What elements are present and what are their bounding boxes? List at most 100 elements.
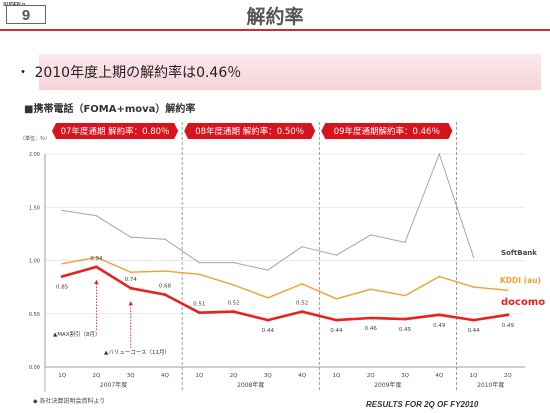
data-label: 0.51 (193, 302, 205, 308)
y-tick-label: 0.00 (29, 365, 40, 371)
x-tick-label: 4Q (435, 373, 443, 379)
series-point (164, 238, 166, 240)
period-banner-label: 07年度通期 解約率：0.80％ (61, 126, 170, 137)
series-point (95, 265, 98, 269)
series-point (507, 289, 509, 292)
x-tick-label: 1Q (58, 373, 66, 379)
period-banner-label: 09年度通期解約率：0.46％ (334, 126, 440, 137)
page-title: 解約率 (246, 6, 304, 28)
slide-number: 9 (6, 5, 46, 24)
data-label: 0.44 (467, 328, 480, 334)
series-line-kddi-au- (61, 256, 508, 300)
data-label: 0.68 (159, 284, 172, 290)
series-point (198, 261, 200, 264)
series-point (60, 275, 64, 278)
x-tick-label: 4Q (161, 373, 169, 379)
data-label: 0.49 (502, 323, 515, 329)
series-point (232, 310, 235, 314)
headline: ・ 2010年度上期の解約率は0.46％ (16, 65, 242, 81)
series-point (335, 298, 338, 300)
year-label: 2007年度 (100, 381, 127, 389)
series-point (404, 294, 406, 297)
series-line-docomo (61, 265, 509, 322)
series-point (130, 236, 132, 238)
data-label: 0.85 (56, 284, 69, 290)
y-tick-label: 0.50 (29, 312, 40, 318)
footer-caption: RESULTS FOR 2Q OF FY2010 (366, 400, 479, 409)
period-banner-label: 08年度通期 解約率：0.50％ (195, 126, 304, 137)
x-tick-label: 2Q (93, 373, 101, 379)
series-point (370, 288, 372, 290)
annotation-arrow-head (94, 279, 99, 284)
data-label: 0.44 (330, 328, 343, 334)
series-point (335, 318, 338, 322)
series-point (301, 283, 303, 285)
series-point (404, 241, 406, 244)
x-tick-label: 3Q (401, 373, 409, 379)
data-label: 0.49 (433, 323, 446, 329)
series-point (438, 275, 440, 278)
series-point (369, 316, 373, 320)
period-banner (52, 123, 179, 139)
series-point (472, 286, 475, 288)
x-tick-label: 2Q (367, 373, 375, 379)
x-tick-label: 3Q (127, 373, 135, 379)
series-point (506, 313, 510, 317)
series-label-docomo: docomo (501, 297, 545, 308)
series-point (335, 254, 338, 256)
year-label: 2010年度 (477, 381, 504, 389)
annotation-label: ▲MAX割引（8月） (53, 330, 101, 338)
series-point (438, 153, 440, 155)
x-tick-label: 1Q (195, 373, 203, 379)
series-point (267, 269, 269, 271)
data-label: 0.44 (262, 328, 275, 334)
series-point (129, 286, 133, 290)
y-tick-label: 2.00 (29, 152, 40, 158)
period-banner (184, 123, 316, 139)
series-point (164, 270, 166, 272)
series-point (163, 293, 167, 296)
series-point (472, 318, 475, 322)
series-point (232, 284, 235, 286)
annotation-arrow-head (128, 301, 133, 306)
year-label: 2009年度 (374, 381, 401, 389)
data-label: 0.74 (125, 277, 138, 283)
data-label: 0.52 (296, 301, 308, 307)
series-point (472, 256, 475, 259)
headline-band (39, 54, 541, 90)
x-tick-label: 1Q (470, 373, 478, 379)
series-point (370, 234, 372, 236)
series-label-kddi: KDDI (au) (500, 276, 541, 285)
data-label: 0.45 (399, 327, 412, 333)
series-point (95, 215, 98, 217)
series-point (267, 297, 269, 299)
source-footnote: ◆ 各社決算説明会資料より (33, 398, 106, 405)
series-point (300, 310, 304, 314)
series-point (437, 313, 441, 317)
series-point (403, 317, 407, 321)
series-label-softbank: SoftBank (501, 249, 537, 257)
x-tick-label: 3Q (264, 373, 272, 379)
x-tick-label: 2Q (504, 373, 512, 379)
series-point (61, 262, 63, 265)
series-point (198, 273, 200, 276)
x-tick-label: 1Q (333, 373, 341, 379)
series-point (61, 209, 63, 212)
series-point (95, 256, 98, 259)
period-banner (321, 123, 453, 139)
year-label: 2008年度 (237, 381, 264, 389)
y-tick-label: 1.50 (29, 205, 40, 211)
series-point (232, 261, 235, 264)
title-underline (0, 29, 550, 31)
series-point (266, 318, 270, 322)
series-point (301, 245, 303, 248)
y-tick-label: 1.00 (29, 259, 40, 265)
x-tick-label: 2Q (230, 373, 238, 379)
series-point (130, 271, 132, 273)
annotation-label: ▲バリューコース（11月） (104, 349, 170, 356)
series-line-softbank (62, 153, 475, 271)
x-tick-label: 4Q (298, 373, 306, 379)
chart-subheading: ■携帯電話（FOMA+mova）解約率 (24, 104, 196, 115)
data-label: 0.46 (365, 326, 378, 332)
